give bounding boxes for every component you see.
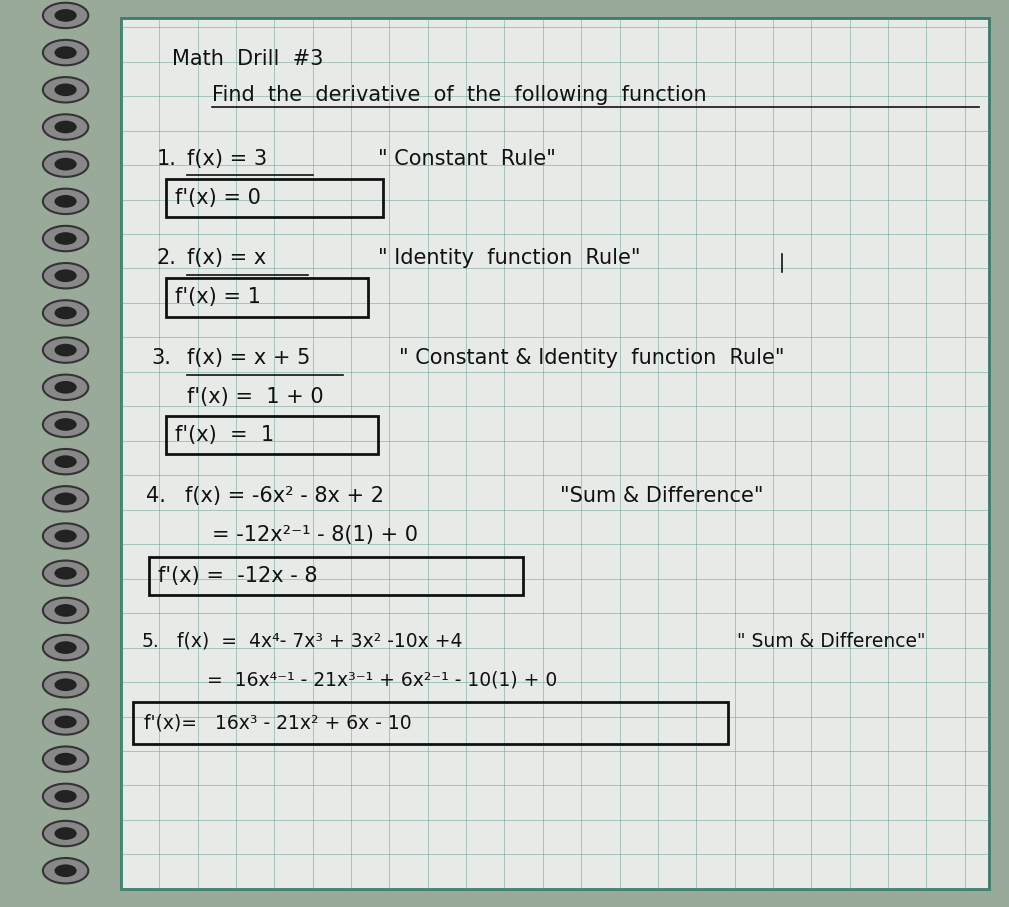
Text: =  16x⁴⁻¹ - 21x³⁻¹ + 6x²⁻¹ - 10(1) + 0: = 16x⁴⁻¹ - 21x³⁻¹ + 6x²⁻¹ - 10(1) + 0	[207, 671, 557, 689]
Text: " Sum & Difference": " Sum & Difference"	[737, 632, 925, 650]
Ellipse shape	[54, 530, 77, 542]
Ellipse shape	[54, 827, 77, 840]
Ellipse shape	[54, 46, 77, 59]
Ellipse shape	[42, 3, 89, 28]
Text: 5.: 5.	[141, 632, 159, 650]
Ellipse shape	[54, 604, 77, 617]
Ellipse shape	[42, 709, 89, 735]
Text: f(x)  =  4x⁴- 7x³ + 3x² -10x +4: f(x) = 4x⁴- 7x³ + 3x² -10x +4	[177, 632, 462, 650]
Text: f'(x) =  1 + 0: f'(x) = 1 + 0	[187, 387, 323, 407]
Ellipse shape	[42, 449, 89, 474]
Ellipse shape	[42, 635, 89, 660]
Bar	[166, 179, 383, 217]
Ellipse shape	[54, 753, 77, 766]
Ellipse shape	[54, 381, 77, 394]
Ellipse shape	[42, 263, 89, 288]
Text: f(x) = 3: f(x) = 3	[187, 149, 266, 169]
Ellipse shape	[42, 151, 89, 177]
Ellipse shape	[54, 455, 77, 468]
Text: " Constant & Identity  function  Rule": " Constant & Identity function Rule"	[399, 348, 784, 368]
Ellipse shape	[42, 523, 89, 549]
Ellipse shape	[54, 121, 77, 133]
Ellipse shape	[54, 269, 77, 282]
Text: f(x) = x + 5: f(x) = x + 5	[187, 348, 310, 368]
Text: 2.: 2.	[156, 249, 177, 268]
Ellipse shape	[54, 307, 77, 319]
Ellipse shape	[54, 158, 77, 171]
Ellipse shape	[54, 567, 77, 580]
Text: Find  the  derivative  of  the  following  function: Find the derivative of the following fun…	[212, 85, 706, 105]
Ellipse shape	[42, 114, 89, 140]
Ellipse shape	[42, 300, 89, 326]
Ellipse shape	[54, 493, 77, 505]
Text: "Sum & Difference": "Sum & Difference"	[560, 486, 764, 506]
Text: f'(x) =  -12x - 8: f'(x) = -12x - 8	[158, 566, 318, 586]
Ellipse shape	[54, 232, 77, 245]
Ellipse shape	[42, 746, 89, 772]
Text: f'(x)=   16x³ - 21x² + 6x - 10: f'(x)= 16x³ - 21x² + 6x - 10	[144, 714, 412, 732]
Ellipse shape	[54, 418, 77, 431]
Bar	[166, 278, 368, 317]
Ellipse shape	[42, 337, 89, 363]
Ellipse shape	[54, 790, 77, 803]
Text: " Identity  function  Rule": " Identity function Rule"	[378, 249, 641, 268]
Ellipse shape	[42, 561, 89, 586]
Ellipse shape	[42, 40, 89, 65]
Ellipse shape	[54, 344, 77, 356]
Text: 1.: 1.	[156, 149, 177, 169]
Text: f'(x)  =  1: f'(x) = 1	[175, 425, 273, 445]
Text: f(x) = x: f(x) = x	[187, 249, 266, 268]
Ellipse shape	[54, 678, 77, 691]
Ellipse shape	[42, 821, 89, 846]
Ellipse shape	[42, 189, 89, 214]
Bar	[133, 702, 728, 744]
Ellipse shape	[42, 226, 89, 251]
Ellipse shape	[42, 784, 89, 809]
Ellipse shape	[42, 412, 89, 437]
Ellipse shape	[54, 641, 77, 654]
Ellipse shape	[54, 716, 77, 728]
Bar	[149, 557, 523, 595]
Ellipse shape	[54, 864, 77, 877]
Ellipse shape	[42, 598, 89, 623]
Text: = -12x²⁻¹ - 8(1) + 0: = -12x²⁻¹ - 8(1) + 0	[212, 525, 418, 545]
Text: " Constant  Rule": " Constant Rule"	[378, 149, 556, 169]
FancyBboxPatch shape	[121, 18, 989, 889]
Ellipse shape	[42, 486, 89, 512]
Ellipse shape	[54, 83, 77, 96]
Text: f'(x) = 1: f'(x) = 1	[175, 288, 260, 307]
Text: f'(x) = 0: f'(x) = 0	[175, 188, 260, 208]
Bar	[166, 416, 378, 454]
Ellipse shape	[42, 77, 89, 102]
Ellipse shape	[42, 375, 89, 400]
Ellipse shape	[42, 672, 89, 697]
Text: Math  Drill  #3: Math Drill #3	[172, 49, 323, 69]
Text: f(x) = -6x² - 8x + 2: f(x) = -6x² - 8x + 2	[185, 486, 383, 506]
Text: 3.: 3.	[151, 348, 172, 368]
Ellipse shape	[54, 195, 77, 208]
Ellipse shape	[54, 9, 77, 22]
Ellipse shape	[42, 858, 89, 883]
Text: 4.: 4.	[146, 486, 166, 506]
